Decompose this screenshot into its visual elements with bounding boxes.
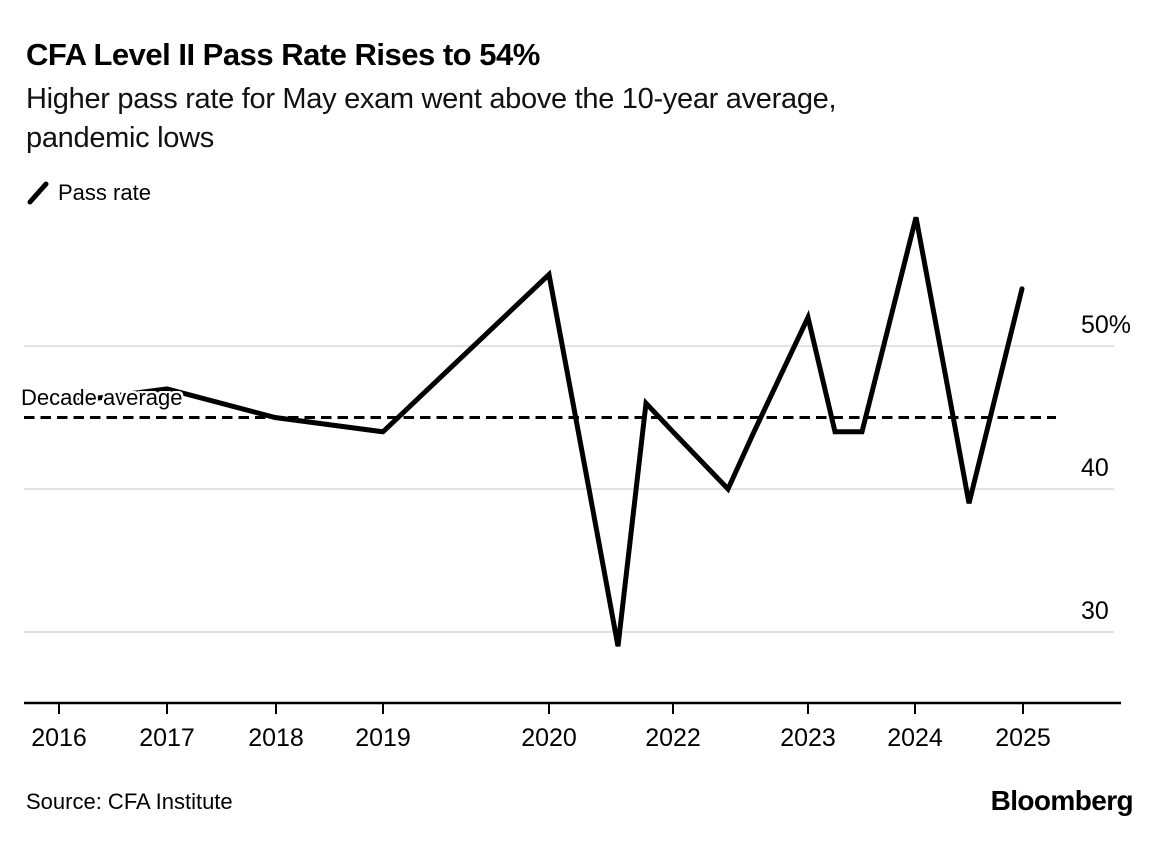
x-axis-tick-label: 2018 <box>248 724 304 752</box>
y-axis-label: 50% <box>1081 311 1131 339</box>
bloomberg-logo: Bloomberg <box>990 785 1134 816</box>
pass-rate-line-swatch-icon <box>27 181 49 205</box>
source-note: Source: CFA Institute <box>26 789 233 814</box>
x-axis-tick-label: 2023 <box>780 724 836 752</box>
x-axis-tick-label: 2020 <box>521 724 577 752</box>
x-axis-tick-label: 2016 <box>31 724 87 752</box>
x-axis-tick-label: 2025 <box>995 724 1051 752</box>
decade-average-label: Decade average <box>21 385 183 410</box>
y-axis-label: 30 <box>1081 597 1109 625</box>
x-axis-tick-label: 2019 <box>355 724 411 752</box>
y-axis-label: 40 <box>1081 454 1109 482</box>
legend-label: Pass rate <box>58 180 151 205</box>
x-axis-tick-label: 2022 <box>645 724 701 752</box>
x-axis-tick-label: 2024 <box>887 724 943 752</box>
legend: Pass rate <box>26 180 151 206</box>
x-axis-tick-label: 2017 <box>139 724 195 752</box>
chart-title: CFA Level II Pass Rate Rises to 54% <box>26 37 540 72</box>
chart-subtitle: Higher pass rate for May exam went above… <box>26 83 837 154</box>
pass-rate-line <box>56 216 1025 647</box>
